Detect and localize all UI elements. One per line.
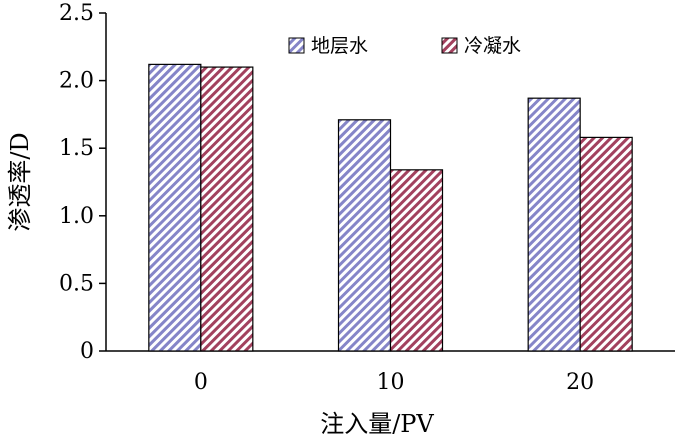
bar-series-2-cat-0 bbox=[200, 66, 254, 352]
bar-series-1-cat-0 bbox=[148, 63, 202, 352]
bar-series-2-cat-10 bbox=[389, 169, 444, 352]
bar-series-1-cat-20 bbox=[527, 97, 581, 352]
bar-series-2-cat-20 bbox=[579, 136, 633, 352]
y-axis-title: 渗透率/D bbox=[6, 132, 34, 231]
legend-swatch-2 bbox=[441, 37, 458, 54]
legend-label-2: 冷凝水 bbox=[464, 35, 521, 57]
legend-label-1: 地层水 bbox=[311, 35, 368, 57]
y-tick-label: 2.0 bbox=[59, 69, 94, 94]
y-tick-label: 1.0 bbox=[59, 204, 94, 229]
y-tick-label: 0 bbox=[80, 339, 94, 364]
x-axis-title: 注入量/PV bbox=[320, 410, 434, 438]
legend-swatch-1 bbox=[288, 37, 305, 54]
x-tick-label: 0 bbox=[194, 370, 208, 395]
x-tick-label: 20 bbox=[566, 370, 594, 395]
x-tick-label: 10 bbox=[377, 370, 405, 395]
y-tick-label: 0.5 bbox=[59, 271, 94, 296]
y-tick-label: 2.5 bbox=[59, 1, 94, 26]
bar-series-1-cat-10 bbox=[337, 119, 392, 352]
y-tick-label: 1.5 bbox=[59, 136, 94, 161]
